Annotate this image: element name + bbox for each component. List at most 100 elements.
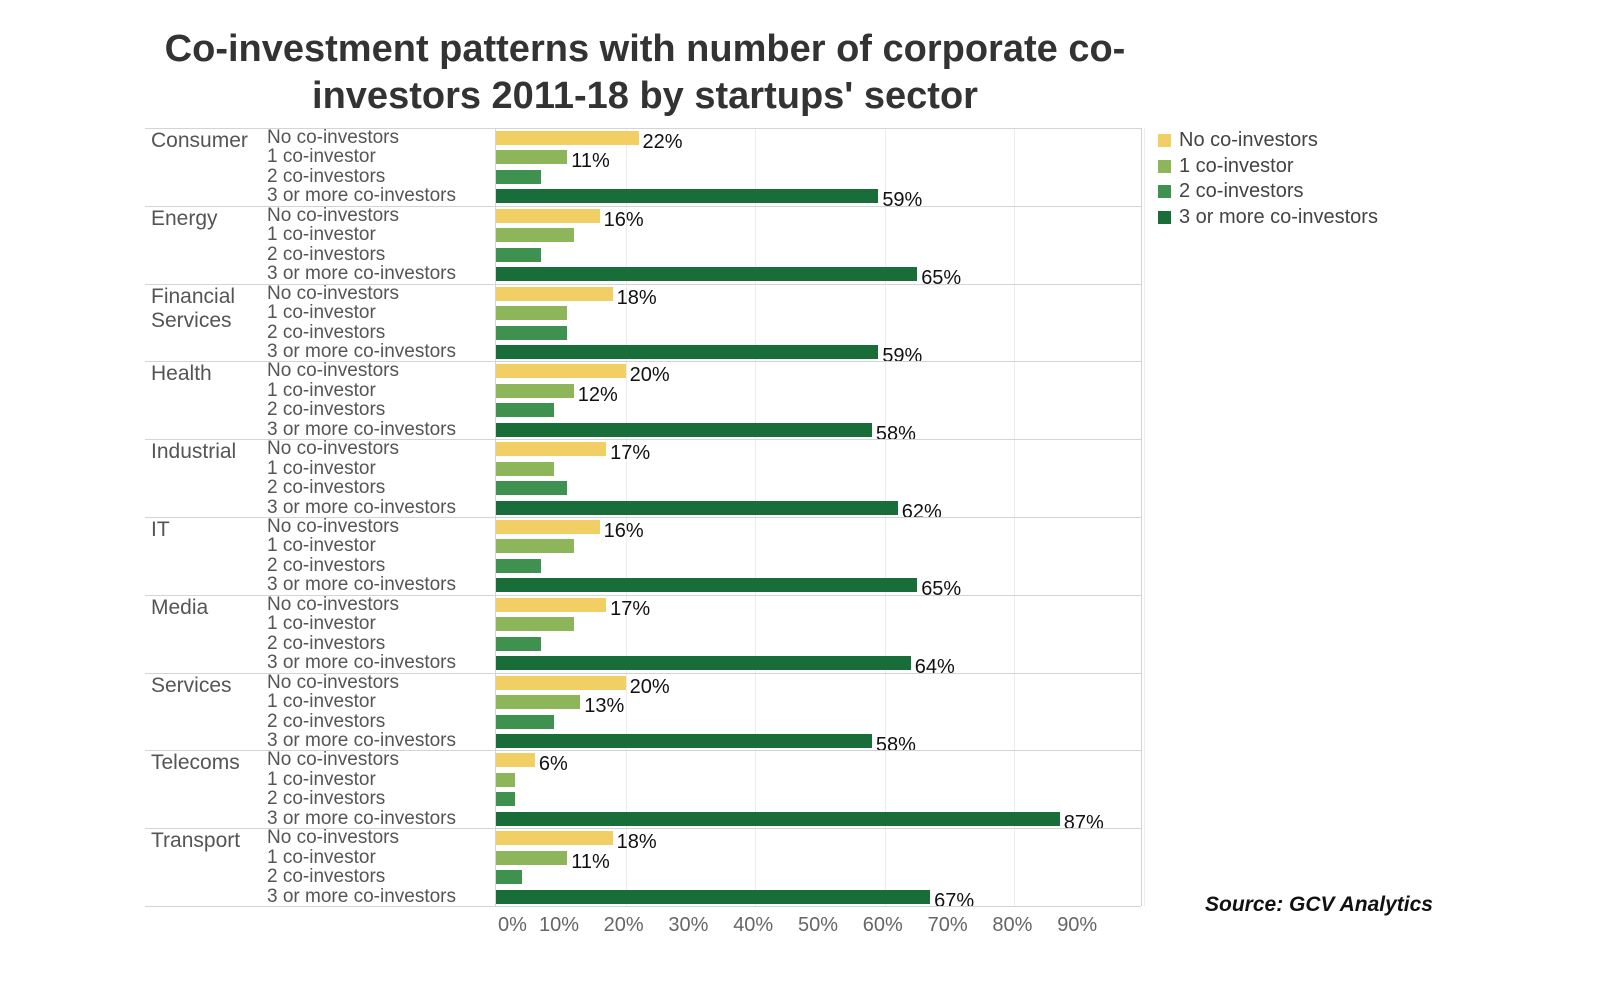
subcategory-label: 2 co-investors — [267, 165, 386, 187]
data-label: 20% — [629, 675, 670, 698]
legend-swatch — [1158, 210, 1171, 224]
x-tick-label: 10% — [539, 914, 580, 936]
legend-label: 1 co-investor — [1179, 154, 1294, 177]
bar — [496, 831, 613, 846]
sector-label: Media — [151, 595, 209, 619]
subcategory-label: 1 co-investor — [267, 457, 376, 479]
bar — [496, 422, 872, 437]
bar — [496, 442, 607, 457]
subcategory-label: 3 or more co-investors — [267, 574, 457, 596]
subcategory-label: 3 or more co-investors — [267, 807, 457, 829]
source-note: Source: GCV Analytics — [1205, 893, 1433, 916]
subcategory-label: 2 co-investors — [267, 321, 386, 343]
sector-label: Consumer — [151, 129, 248, 152]
subcategory-label: 2 co-investors — [267, 710, 386, 732]
data-label: 22% — [642, 131, 683, 153]
legend-swatch — [1158, 185, 1171, 198]
data-label: 20% — [629, 364, 670, 387]
data-label: 87% — [1063, 811, 1104, 834]
subcategory-label: 1 co-investor — [267, 146, 376, 168]
subcategory-label: No co-investors — [267, 593, 399, 615]
bar — [496, 695, 581, 710]
bar — [496, 344, 879, 359]
x-tick-label: 50% — [798, 914, 839, 936]
data-label: 59% — [882, 189, 923, 212]
data-label: 12% — [577, 383, 618, 406]
chart-title: Co-investment patterns with number of co… — [164, 28, 1126, 117]
legend-label: 3 or more co-investors — [1179, 205, 1378, 228]
row-divider — [145, 128, 1141, 129]
legend-swatch — [1158, 134, 1171, 147]
data-label: 18% — [616, 831, 657, 854]
subcategory-label: 1 co-investor — [267, 302, 376, 324]
bar — [496, 811, 1060, 826]
data-label: 59% — [882, 344, 923, 367]
data-label: 64% — [914, 656, 955, 679]
data-label: 11% — [571, 150, 610, 173]
subcategory-label: 1 co-investor — [267, 224, 376, 246]
panel-right-border — [1141, 128, 1142, 906]
bar — [496, 850, 568, 865]
data-label: 6% — [538, 753, 568, 776]
subcategory-label: 1 co-investor — [267, 613, 376, 635]
sector-label: Industrial — [151, 440, 237, 464]
bar — [496, 208, 600, 223]
x-tick-label: 30% — [668, 914, 709, 936]
data-label: 18% — [616, 286, 657, 309]
subcategory-label: 3 or more co-investors — [267, 263, 457, 285]
subcategory-label: 1 co-investor — [267, 691, 376, 713]
legend-item: No co-investors — [1158, 128, 1318, 152]
bar — [496, 267, 918, 282]
bar — [496, 325, 568, 340]
subcategory-label: 1 co-investor — [267, 535, 376, 557]
data-label: 17% — [610, 442, 651, 465]
sector-label: Energy — [151, 206, 218, 230]
legend-label: 2 co-investors — [1179, 180, 1304, 202]
x-tick-label: 40% — [733, 914, 774, 936]
subcategory-label: 1 co-investor — [267, 846, 376, 868]
sector-label: Health — [151, 362, 212, 386]
subcategory-label: No co-investors — [267, 438, 399, 460]
subcategory-label: 3 or more co-investors — [267, 885, 457, 907]
x-tick-label: 60% — [862, 914, 903, 936]
subcategory-label: No co-investors — [267, 282, 399, 304]
x-tick-label: 90% — [1057, 914, 1098, 936]
data-label: 16% — [603, 520, 644, 542]
row-divider — [145, 283, 1141, 285]
data-label: 62% — [901, 500, 942, 523]
row-divider — [145, 361, 1141, 363]
subcategory-label: No co-investors — [267, 360, 399, 382]
row-divider — [145, 439, 1141, 441]
legend-item: 1 co-investor — [1158, 154, 1294, 178]
gridline — [1144, 128, 1145, 906]
bar — [496, 656, 911, 671]
bar — [496, 675, 626, 690]
bar — [496, 383, 574, 398]
subcategory-label: 2 co-investors — [267, 554, 386, 576]
data-label: 58% — [875, 733, 916, 756]
subcategory-label: 2 co-investors — [267, 243, 386, 265]
row-divider — [145, 672, 1141, 674]
subcategory-label: No co-investors — [267, 516, 399, 537]
subcategory-label: 2 co-investors — [267, 866, 386, 888]
bar — [496, 131, 639, 145]
row-divider — [145, 906, 1141, 907]
bar — [496, 636, 542, 651]
bar — [496, 578, 918, 593]
subcategory-label: No co-investors — [267, 204, 399, 226]
bar — [496, 306, 568, 321]
subcategory-label: 2 co-investors — [267, 632, 386, 654]
bar — [496, 150, 568, 165]
data-label: 17% — [610, 597, 651, 620]
x-tick-label: 80% — [992, 914, 1033, 936]
legend-swatch — [1158, 159, 1171, 173]
bar — [496, 228, 574, 243]
bar — [496, 247, 542, 262]
subcategory-label: 3 or more co-investors — [267, 652, 457, 674]
subcategory-label: No co-investors — [267, 749, 399, 771]
data-label: 65% — [921, 578, 962, 601]
row-divider — [145, 828, 1141, 830]
bar — [496, 597, 607, 612]
subcategory-label: No co-investors — [267, 671, 399, 693]
bar — [496, 558, 542, 573]
